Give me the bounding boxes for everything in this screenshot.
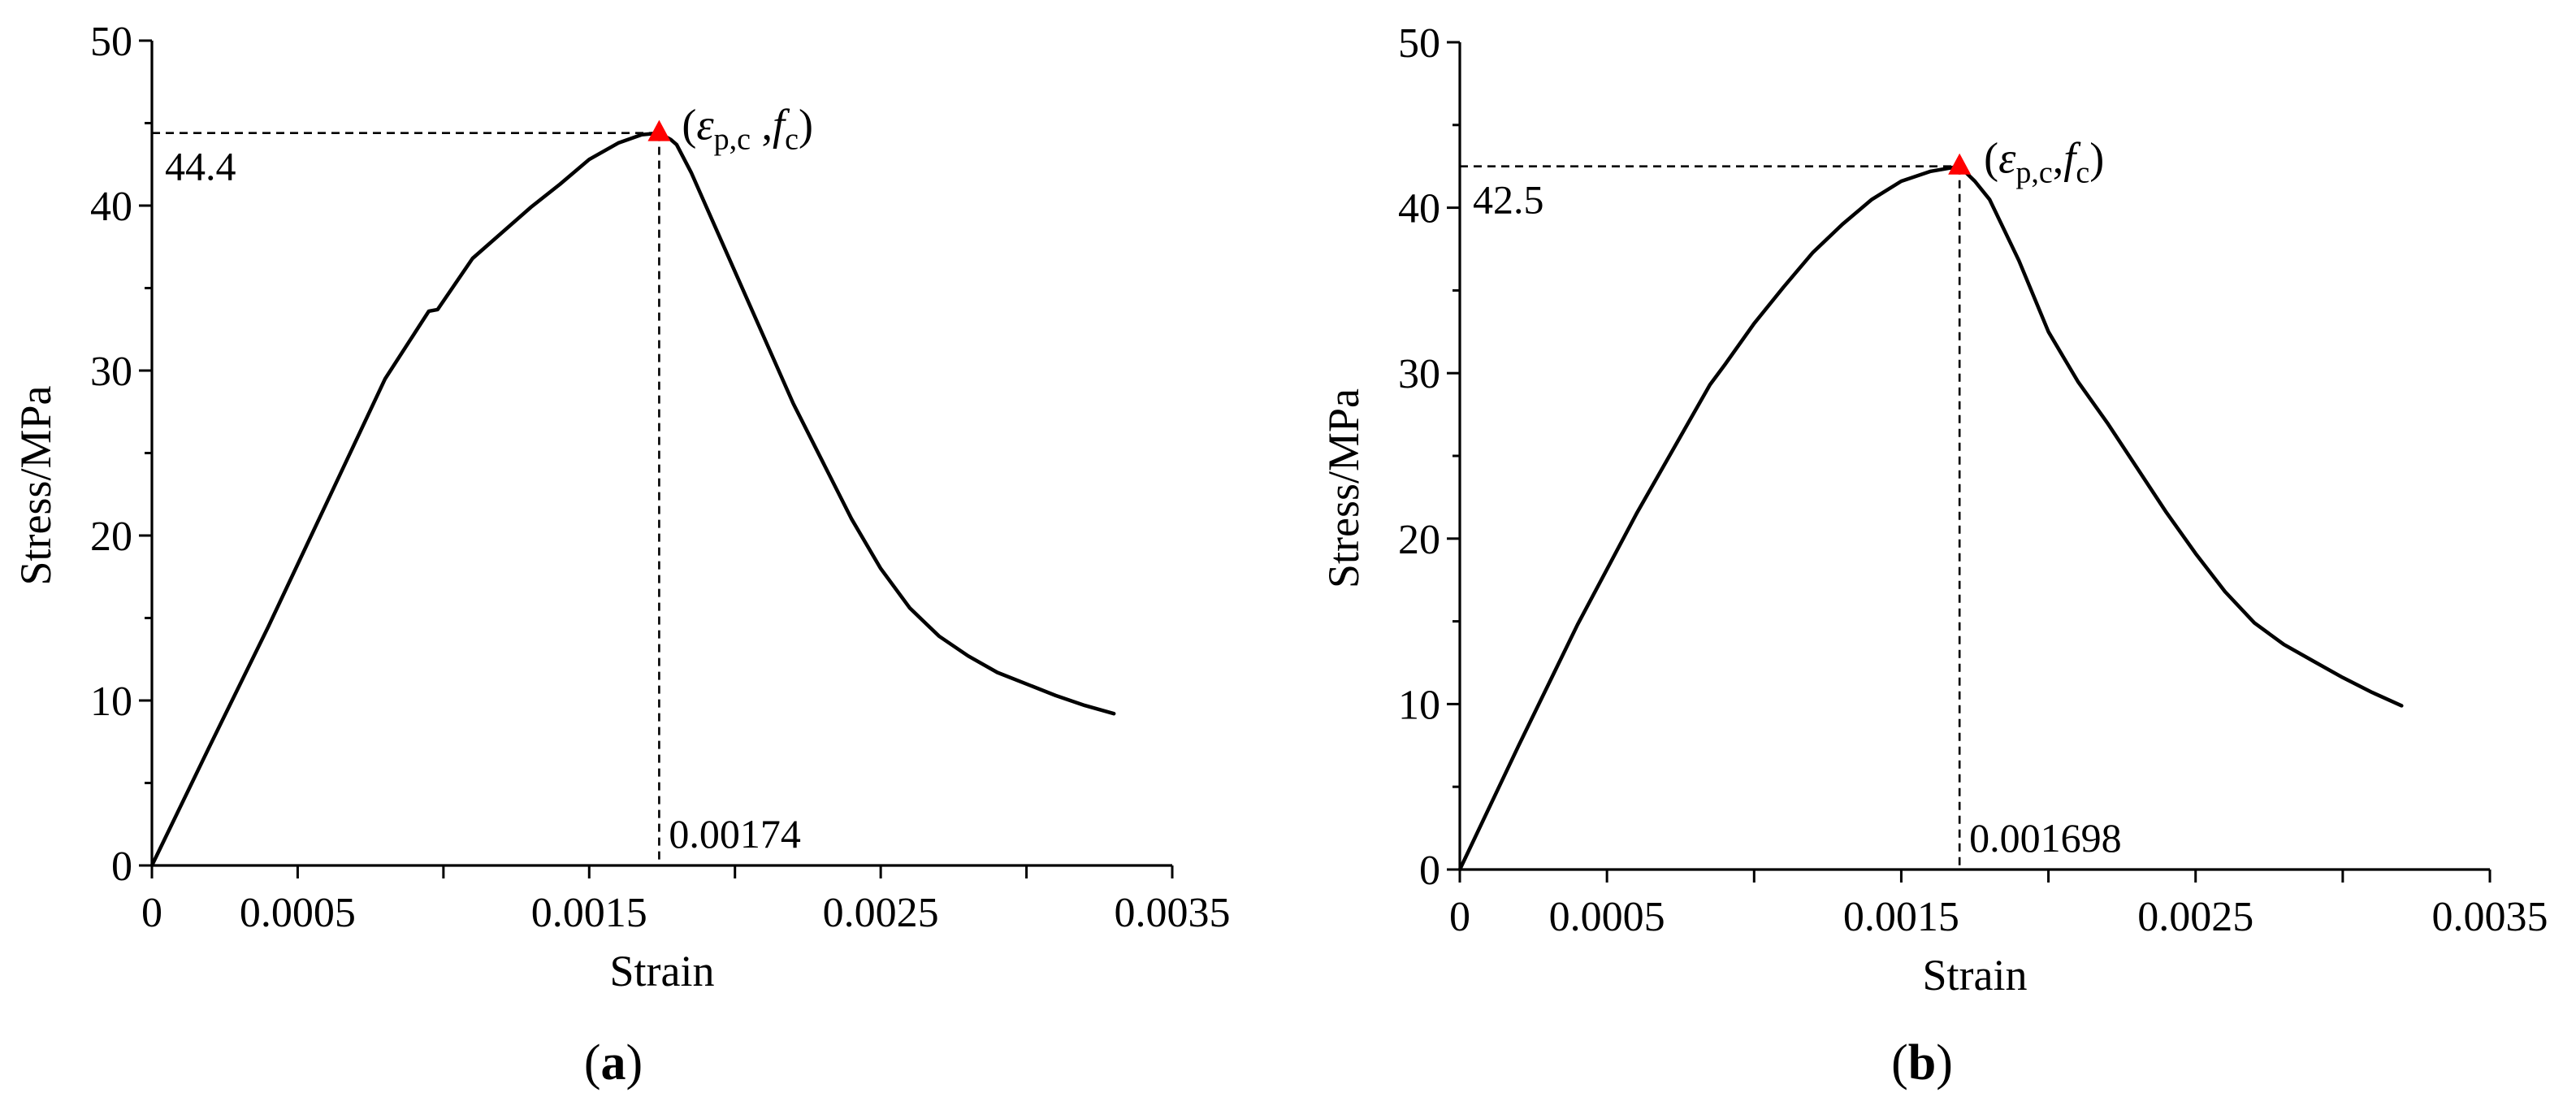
x-tick-label: 0 (141, 890, 162, 936)
panel-label-close: ) (626, 1035, 643, 1091)
y-tick-label: 40 (1398, 186, 1440, 232)
peak-point-label-f-sub: c (2076, 156, 2089, 190)
x-tick-label: 0 (1449, 894, 1470, 940)
peak-point-label-close: ) (799, 101, 813, 150)
x-axis-title: Strain (610, 947, 715, 995)
x-tick-label: 0.0005 (1549, 894, 1665, 940)
peak-point-label-f-sub: c (785, 123, 799, 157)
x-tick-label: 0.0005 (240, 890, 356, 936)
y-tick-label: 0 (1419, 848, 1440, 894)
y-tick-label: 40 (90, 184, 132, 230)
x-tick-label: 0.0035 (2432, 894, 2548, 940)
x-tick-label: 0.0015 (531, 890, 647, 936)
y-tick-label: 0 (111, 844, 132, 890)
peak-point-label-open: ( (1984, 134, 1998, 183)
peak-point-label-sep: , (2053, 134, 2064, 183)
peak-point-label-close: ) (2089, 134, 2104, 183)
x-tick-label: 0.0025 (2137, 894, 2253, 940)
chart-panel-b: 0 0.0005 0.0015 0.0025 0.0035 0 10 20 30 40 50 Stra… (1319, 20, 2548, 1091)
peak-stress-label: 42.5 (1473, 177, 1544, 223)
panel-label: (b) (1891, 1035, 1953, 1091)
peak-point-label-open: ( (682, 101, 696, 150)
panel-label-open: ( (1891, 1035, 1908, 1091)
chart-panel-a: 0 0.0005 0.0015 0.0025 0.0035 0 10 20 30 40 50 Stra… (11, 19, 1231, 1091)
peak-marker (1948, 153, 1972, 175)
x-tick-label: 0.0035 (1115, 890, 1231, 936)
peak-point-label-epsilon: ε (1998, 134, 2016, 183)
panel-label: (a) (584, 1035, 643, 1091)
stress-strain-curve (1457, 164, 2404, 872)
y-tick-label: 20 (1398, 517, 1440, 563)
y-tick-label: 10 (1398, 682, 1440, 728)
peak-strain-label: 0.001698 (1969, 815, 2122, 861)
panel-label-letter: a (601, 1035, 626, 1091)
panel-label-letter: b (1908, 1035, 1936, 1091)
panel-label-open: ( (584, 1035, 601, 1091)
y-axis-title: Stress/MPa (11, 385, 60, 585)
y-tick-label: 30 (1398, 351, 1440, 397)
peak-point-label-epsilon: ε (696, 101, 714, 150)
stress-strain-curve (149, 131, 1116, 868)
y-tick-label: 50 (1398, 20, 1440, 67)
y-tick-label: 30 (90, 349, 132, 395)
y-axis-title: Stress/MPa (1319, 388, 1368, 588)
peak-point-label-eps-sub: p,c (714, 123, 751, 157)
y-tick-label: 10 (90, 679, 132, 725)
peak-point-label: (εp,c ,fc) (682, 101, 813, 157)
panel-label-close: ) (1936, 1035, 1953, 1091)
peak-stress-label: 44.4 (165, 144, 236, 189)
peak-point-label-eps-sub: p,c (2015, 156, 2052, 190)
x-tick-label: 0.0015 (1843, 894, 1959, 940)
y-tick-label: 50 (90, 19, 132, 65)
peak-strain-label: 0.00174 (669, 811, 801, 857)
x-tick-label: 0.0025 (823, 890, 939, 936)
x-axis-title: Strain (1923, 951, 2028, 1000)
peak-point-label-sep: , (751, 101, 773, 150)
peak-marker (647, 119, 671, 141)
peak-point-label: (εp,c,fc) (1984, 134, 2104, 190)
y-tick-label: 20 (90, 514, 132, 560)
